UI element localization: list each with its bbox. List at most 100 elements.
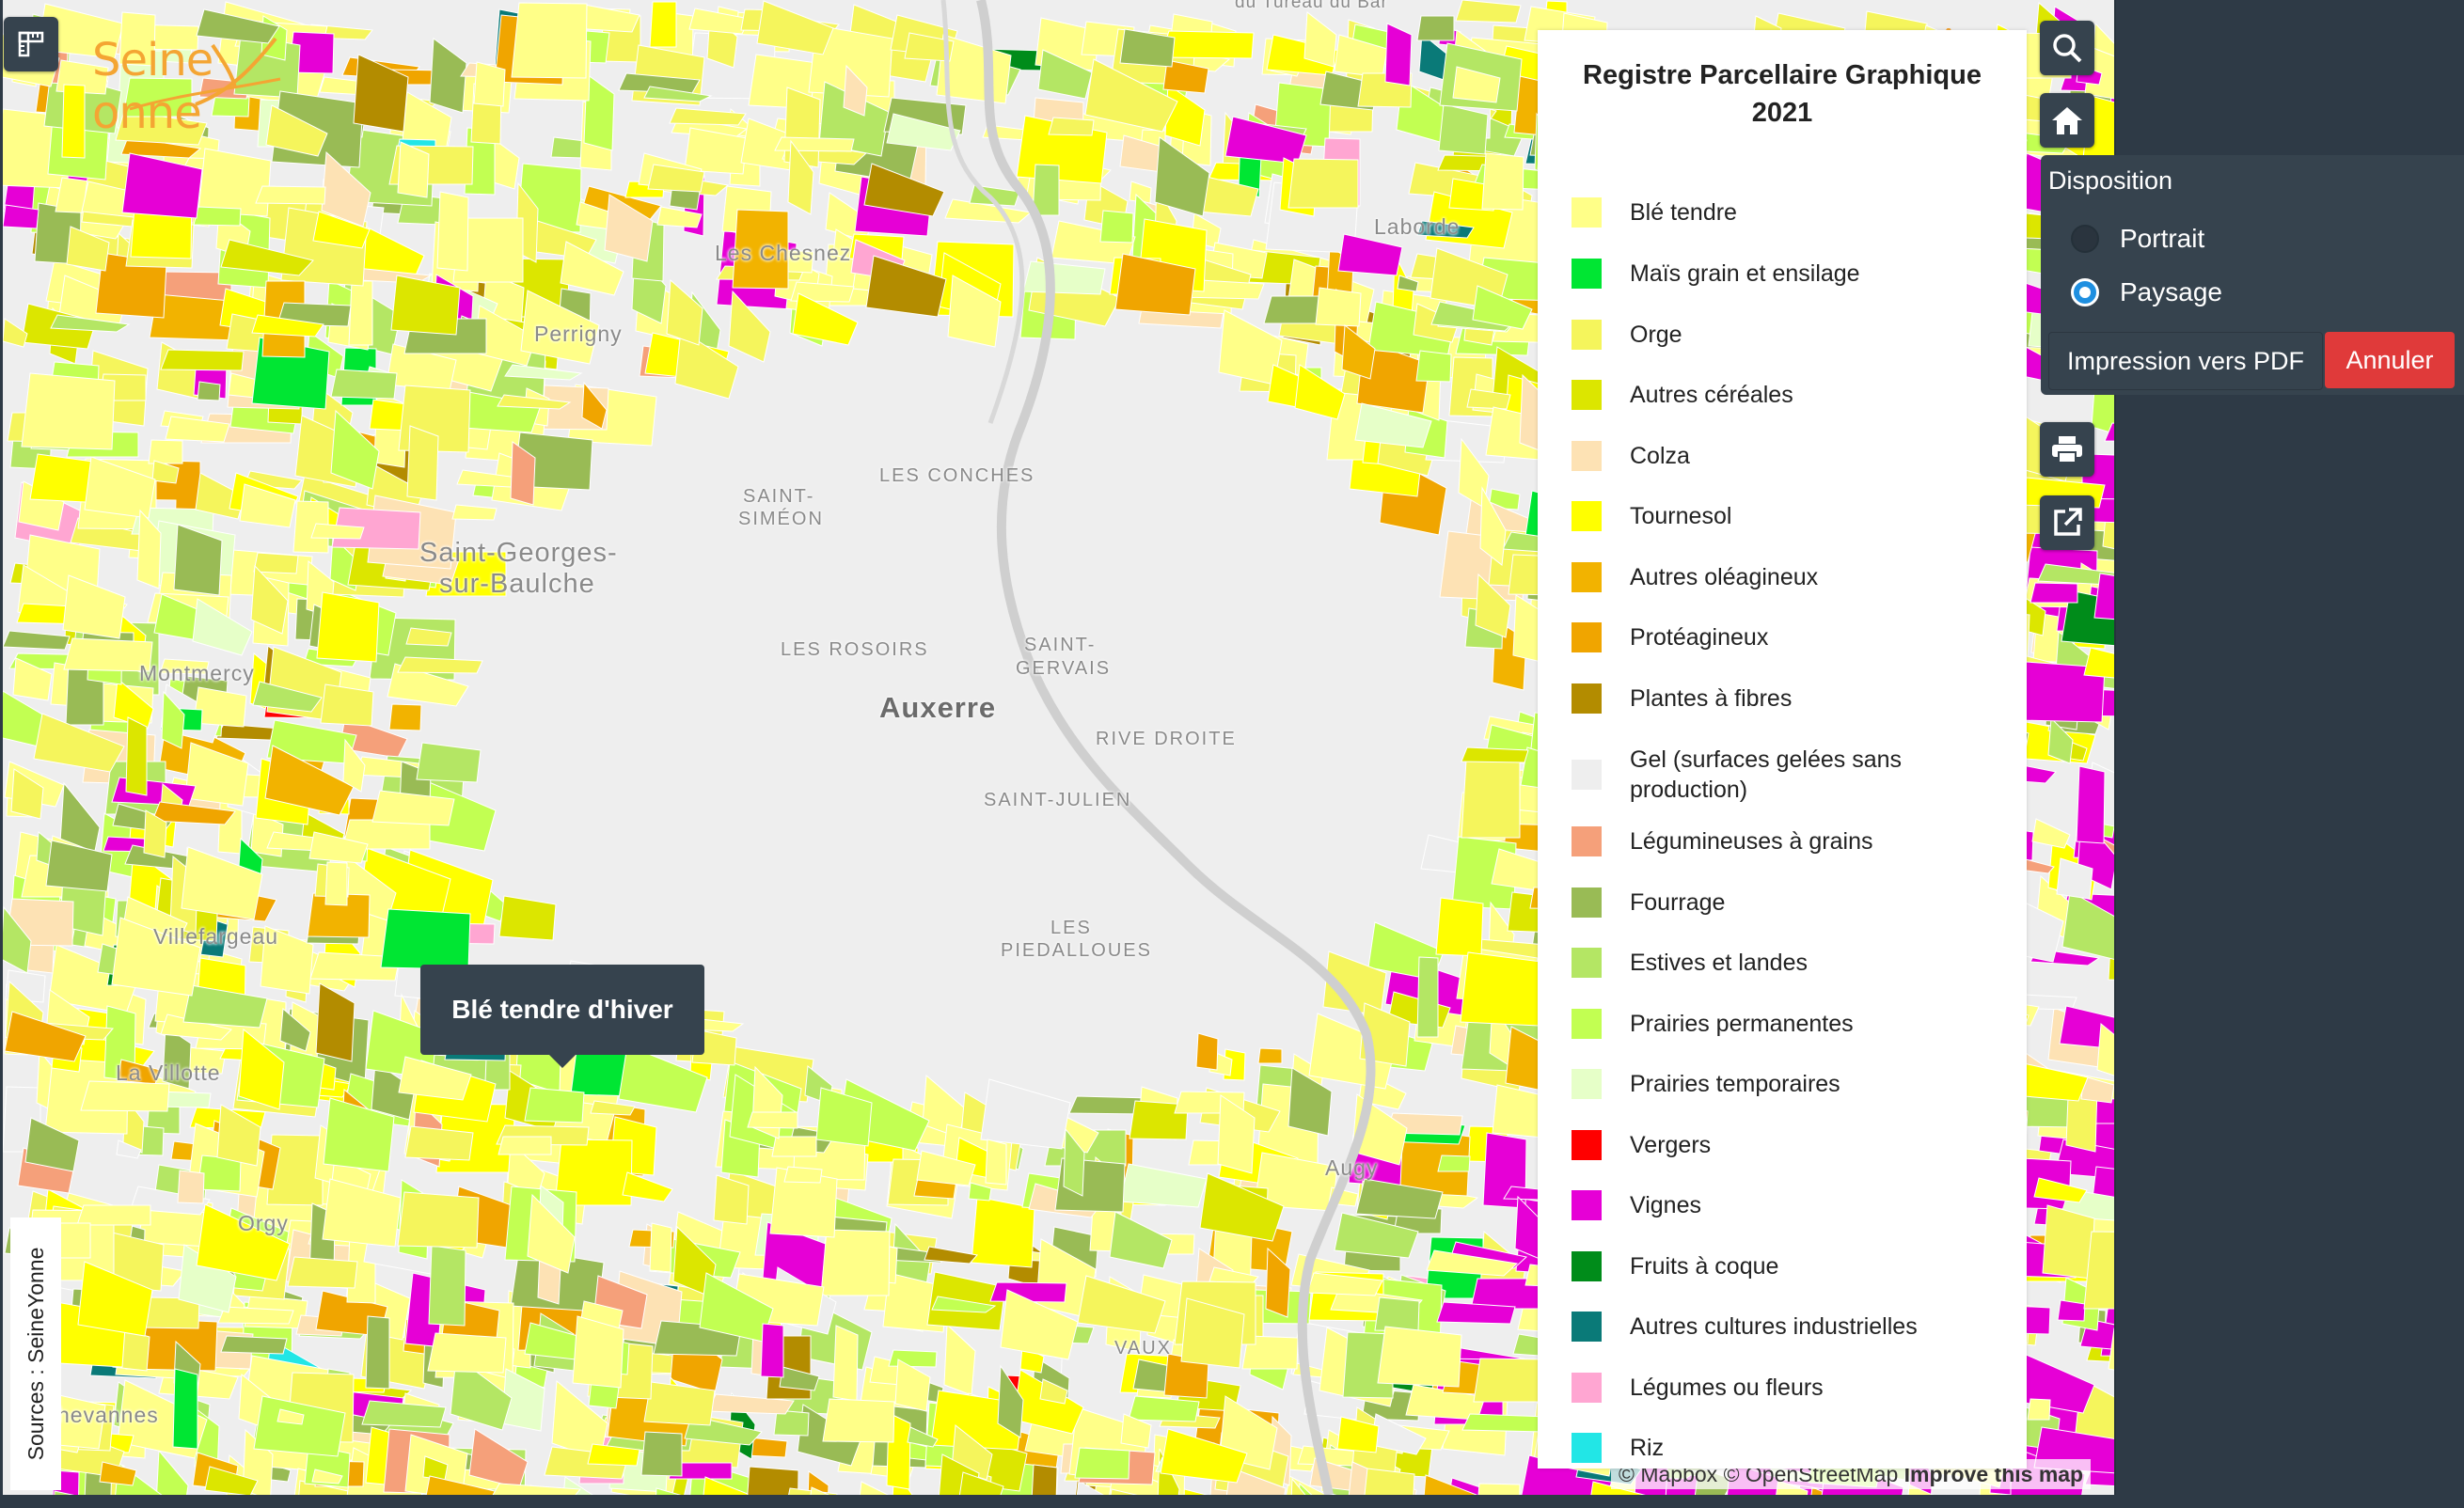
place-label: SIMÉON — [738, 509, 824, 529]
place-label: Villefargeau — [153, 924, 279, 949]
legend-item: Blé tendre — [1572, 197, 1987, 228]
place-label: LES CONCHES — [879, 465, 1035, 486]
legend-swatch — [1572, 562, 1602, 592]
legend-swatch — [1572, 888, 1602, 918]
legend-swatch — [1572, 1312, 1602, 1342]
legend-swatch — [1572, 948, 1602, 978]
legend-label: Fruits à coque — [1630, 1253, 1779, 1280]
print-button[interactable] — [2040, 422, 2094, 477]
legend-label: Autres cultures industrielles — [1630, 1313, 1918, 1340]
place-label: sur-Baulche — [439, 569, 595, 599]
legend-item: Légumes ou fleurs — [1572, 1373, 1987, 1403]
portrait-label: Portrait — [2120, 224, 2205, 253]
legend-swatch — [1572, 441, 1602, 471]
place-label: LES ROSOIRS — [781, 639, 929, 660]
place-label: Montmercy — [139, 661, 255, 685]
legend-swatch — [1572, 1373, 1602, 1403]
place-label: La Villotte — [116, 1060, 221, 1085]
legend-swatch — [1572, 197, 1602, 228]
share-button[interactable] — [2040, 495, 2094, 550]
place-label: hevannes — [57, 1403, 159, 1427]
legend-label: Maïs grain et ensilage — [1630, 260, 1860, 287]
legend-item: Estives et landes — [1572, 948, 1987, 978]
legend-label: Légumes ou fleurs — [1630, 1374, 1824, 1401]
legend-swatch — [1572, 1009, 1602, 1039]
legend-item: Colza — [1572, 441, 1987, 471]
home-icon — [2052, 107, 2082, 134]
search-icon — [2053, 34, 2082, 63]
legend-label: Légumineuses à grains — [1630, 828, 1873, 855]
place-label: Auxerre — [879, 691, 997, 724]
legend-swatch — [1572, 1251, 1602, 1281]
search-button[interactable] — [2040, 21, 2094, 75]
legend-item: Gel (surfaces gelées sans production) — [1572, 745, 1987, 805]
place-label: SAINT- — [1024, 635, 1097, 655]
legend-item: Légumineuses à grains — [1572, 826, 1987, 856]
legend-label: Prairies temporaires — [1630, 1071, 1840, 1097]
legend-label: Estives et landes — [1630, 950, 1808, 976]
legend-label: Vignes — [1630, 1192, 1701, 1218]
legend-swatch — [1572, 1190, 1602, 1220]
legend-label: Vergers — [1630, 1132, 1712, 1158]
place-label: Saint-Georges- — [419, 538, 618, 568]
external-link-icon — [2054, 508, 2082, 536]
print-layout-panel: Disposition Portrait Paysage Impression … — [2041, 155, 2464, 395]
legend-label: Fourrage — [1630, 889, 1726, 916]
place-label: Orgy — [238, 1211, 289, 1235]
place-label: SAINT-JULIEN — [984, 790, 1132, 810]
legend-item: Prairies permanentes — [1572, 1009, 1987, 1039]
place-label: Perrigny — [534, 322, 623, 346]
legend-swatch — [1572, 259, 1602, 289]
landscape-radio[interactable] — [2071, 278, 2099, 306]
place-label: PIEDALLOUES — [1001, 940, 1152, 961]
cancel-button[interactable]: Annuler — [2325, 332, 2455, 388]
parcel-tooltip: Blé tendre d'hiver — [420, 965, 704, 1068]
ruler-icon — [18, 31, 44, 57]
legend-item: Autres oléagineux — [1572, 562, 1987, 592]
legend-label: Autres oléagineux — [1630, 564, 1819, 590]
legend-label: Colza — [1630, 443, 1690, 469]
legend-label: Gel (surfaces gelées sans production) — [1630, 746, 1903, 803]
legend-swatch — [1572, 760, 1602, 790]
place-label: RIVE DROITE — [1096, 729, 1237, 749]
landscape-option[interactable]: Paysage — [2071, 277, 2222, 307]
legend-item: Maïs grain et ensilage — [1572, 259, 1987, 289]
home-button[interactable] — [2040, 93, 2094, 148]
legend-item: Vergers — [1572, 1130, 1987, 1160]
legend-label: Autres céréales — [1630, 382, 1793, 408]
landscape-label: Paysage — [2120, 277, 2222, 306]
place-label: Augy — [1325, 1155, 1379, 1180]
portrait-option[interactable]: Portrait — [2071, 224, 2204, 254]
legend-item: Autres cultures industrielles — [1572, 1312, 1987, 1342]
legend-label: Plantes à fibres — [1630, 685, 1793, 712]
ruler-button[interactable] — [4, 17, 58, 71]
legend-item: Prairies temporaires — [1572, 1069, 1987, 1099]
print-pdf-button[interactable]: Impression vers PDF — [2048, 332, 2323, 390]
legend-swatch — [1572, 622, 1602, 652]
legend-title: Registre Parcellaire Graphique 2021 — [1583, 60, 1982, 128]
legend-swatch — [1572, 826, 1602, 856]
print-panel-title: Disposition — [2048, 166, 2173, 195]
sources-label: Sources : SeineYonne — [10, 1217, 61, 1490]
place-label: SAINT- — [743, 486, 815, 507]
seineyonne-logo: Seineonne — [92, 34, 337, 139]
place-label: Les Chesnez — [715, 241, 852, 265]
place-label: du Tureau du Bar — [1235, 0, 1388, 12]
legend-swatch — [1572, 1069, 1602, 1099]
printer-icon — [2052, 436, 2082, 463]
legend-item: Orge — [1572, 320, 1987, 350]
legend-label: Protéagineux — [1630, 624, 1769, 651]
legend-item: Fourrage — [1572, 888, 1987, 918]
legend-label: Tournesol — [1630, 503, 1732, 529]
legend-item: Vignes — [1572, 1190, 1987, 1220]
legend-swatch — [1572, 1433, 1602, 1463]
place-label: GERVAIS — [1016, 658, 1112, 679]
portrait-radio[interactable] — [2071, 225, 2099, 253]
legend-swatch — [1572, 380, 1602, 410]
legend-swatch — [1572, 501, 1602, 531]
legend-item: Protéagineux — [1572, 622, 1987, 652]
legend-swatch — [1572, 1130, 1602, 1160]
legend-item: Riz — [1572, 1433, 1987, 1463]
legend-item: Fruits à coque — [1572, 1251, 1987, 1281]
legend-item: Plantes à fibres — [1572, 683, 1987, 714]
